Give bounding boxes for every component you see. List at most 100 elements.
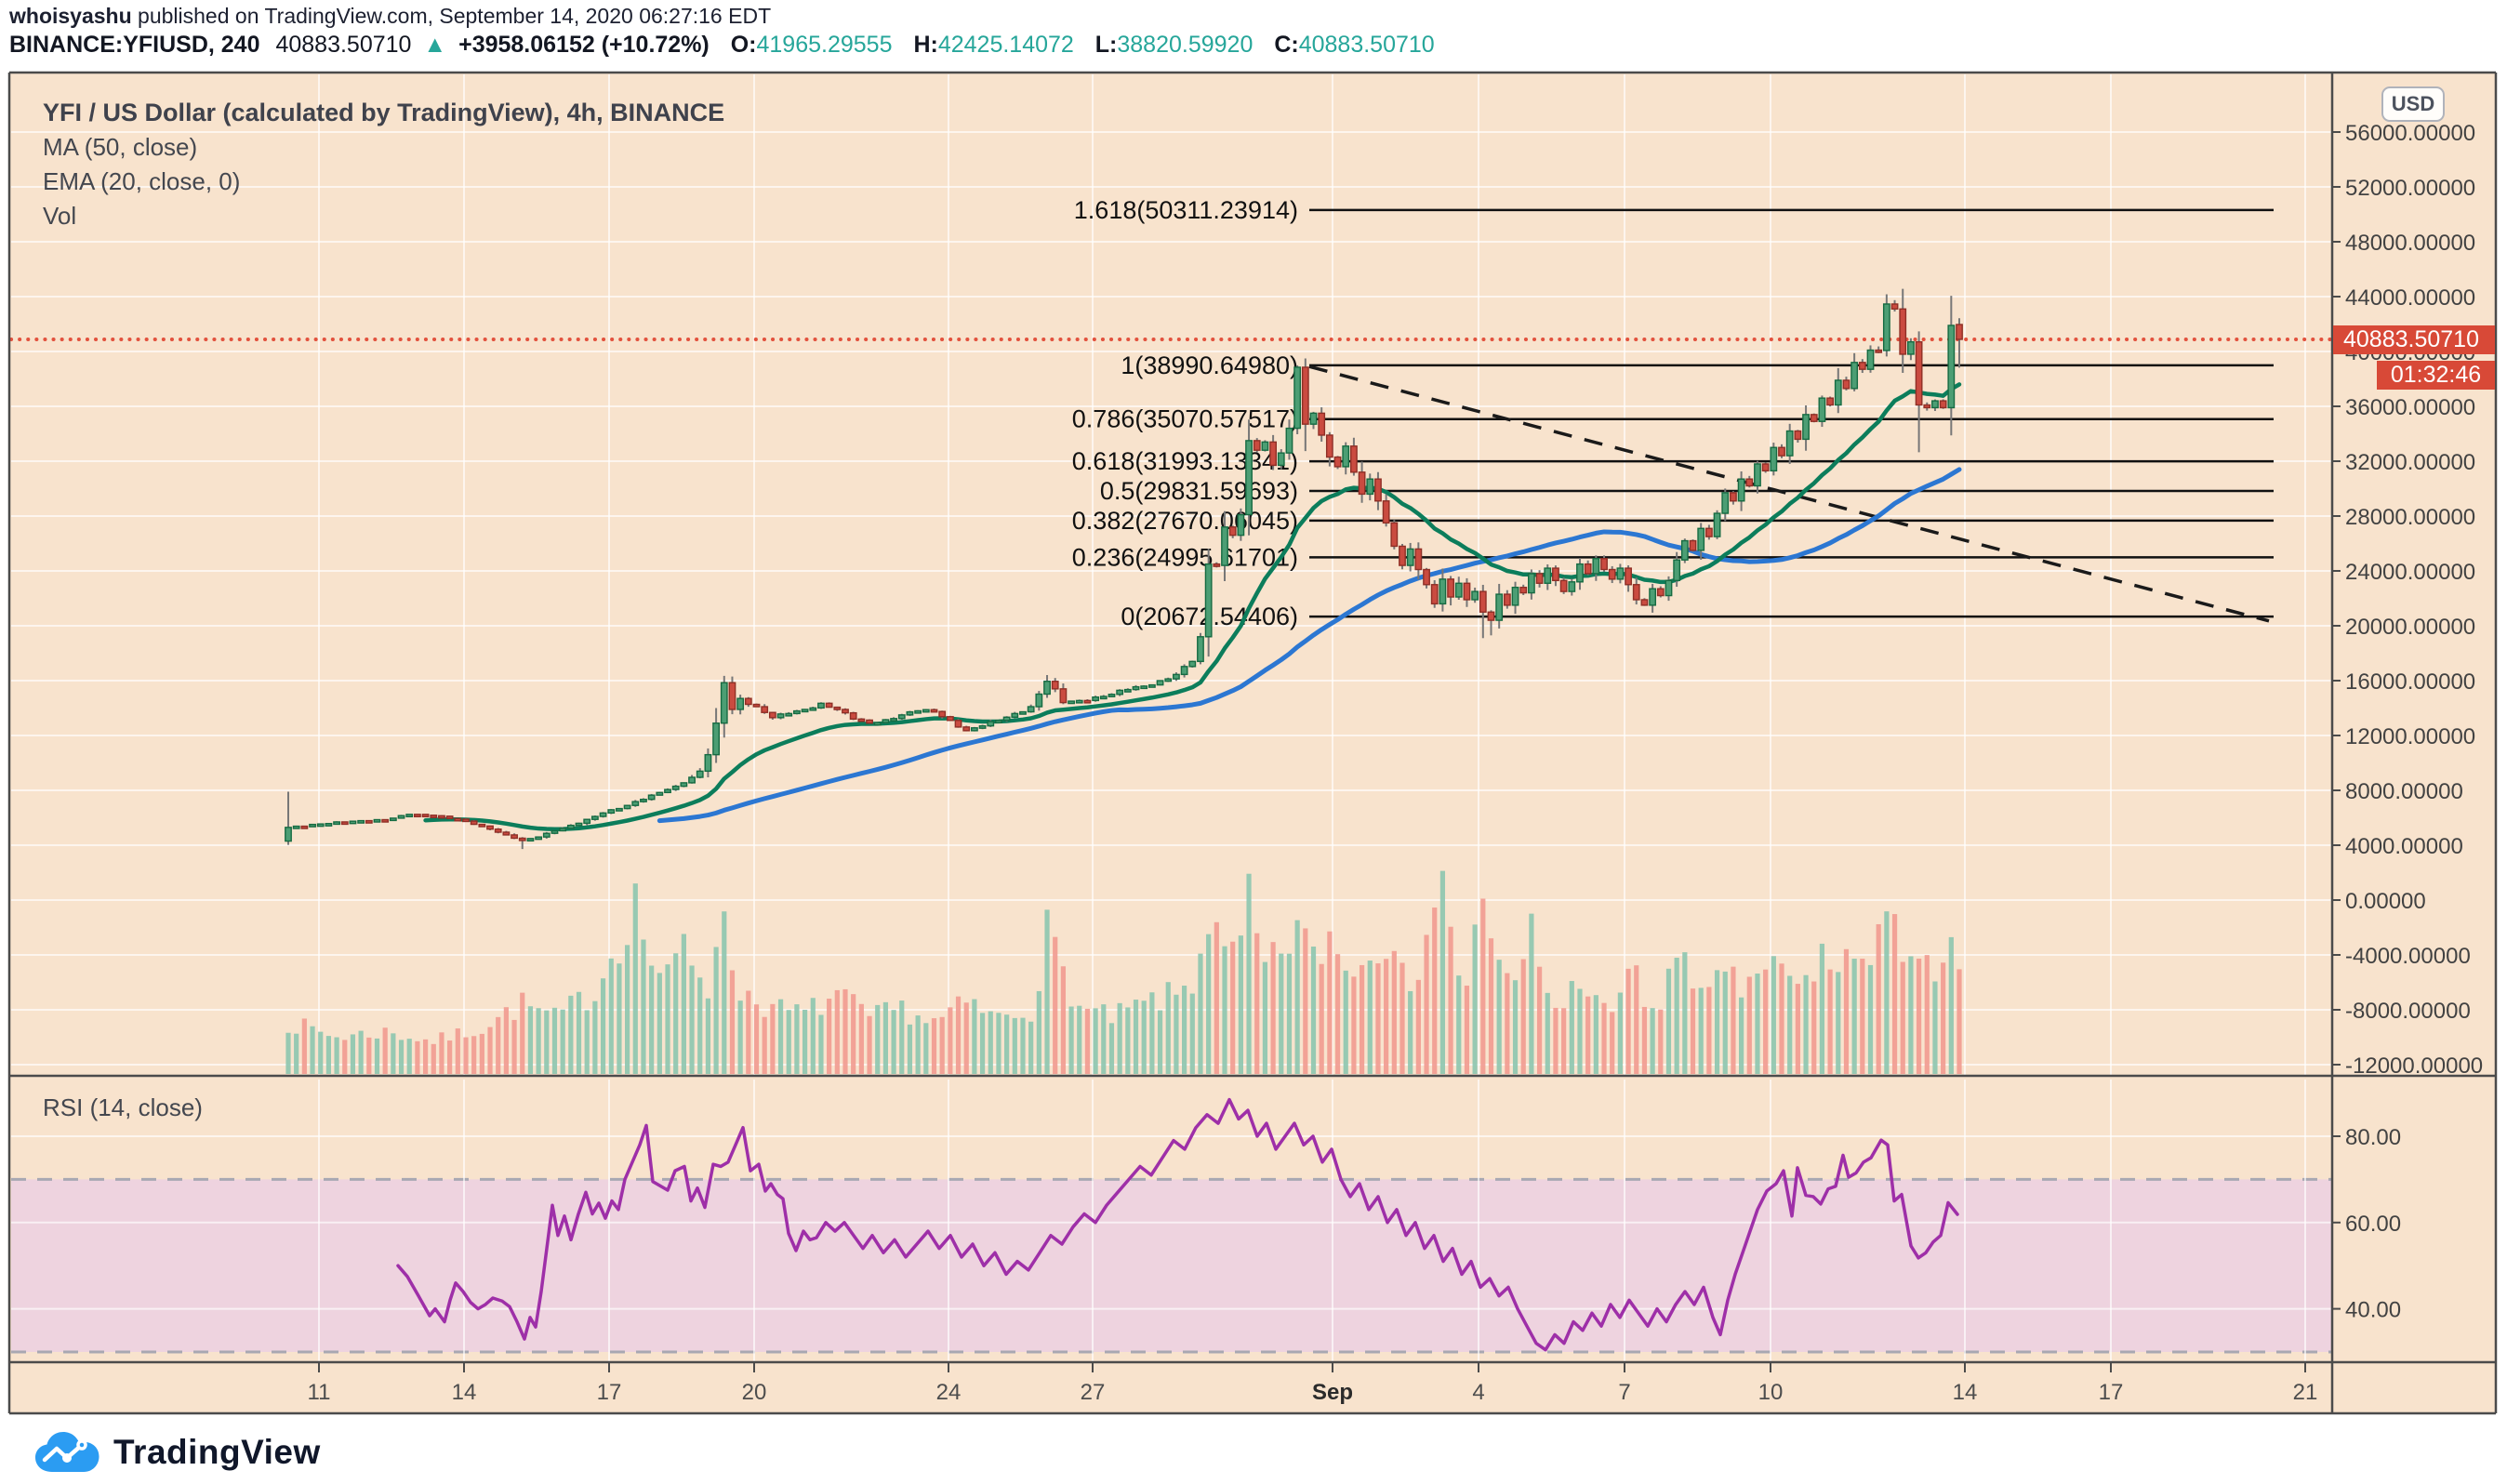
volume-bar — [1891, 914, 1898, 1074]
candle — [405, 814, 414, 818]
candle — [890, 718, 897, 722]
candle — [1390, 522, 1399, 548]
volume-bar — [705, 998, 711, 1074]
candle — [357, 819, 365, 824]
indicator-ema20[interactable]: EMA (20, close, 0) — [43, 167, 241, 195]
candle — [1132, 685, 1140, 691]
volume-bar — [1238, 935, 1243, 1074]
candle — [897, 714, 906, 720]
volume-bar — [899, 1000, 905, 1074]
time-axis-label: 14 — [452, 1380, 477, 1405]
volume-bar — [471, 1036, 477, 1074]
volume-bar — [1836, 972, 1841, 1074]
ticker-line: BINANCE:YFIUSD, 240 40883.50710 ▲ +3958.… — [9, 32, 1435, 59]
candle — [1721, 492, 1730, 514]
volume-bar — [439, 1032, 444, 1074]
candle — [518, 837, 526, 841]
candle — [1423, 568, 1430, 586]
candle — [300, 825, 309, 829]
candle — [1552, 567, 1559, 582]
volume-bar — [1610, 1012, 1615, 1074]
candle — [478, 823, 486, 828]
low-value: 38820.59920 — [1117, 32, 1254, 58]
candle — [744, 697, 752, 706]
last-price-badge: 40883.50710 — [2333, 325, 2495, 354]
candle — [1414, 548, 1423, 571]
time-axis-label: 21 — [2293, 1380, 2318, 1405]
descending-trendline[interactable] — [1308, 364, 2270, 623]
rsi-axis-label: 40.00 — [2345, 1298, 2401, 1323]
candle — [1584, 563, 1592, 575]
candle — [583, 818, 591, 825]
candle — [1778, 446, 1785, 457]
volume-bar — [1496, 960, 1502, 1074]
tradingview-logo[interactable]: TradingView — [33, 1430, 321, 1475]
candle — [1689, 539, 1697, 551]
candle — [1301, 366, 1309, 425]
volume-bar — [1843, 948, 1850, 1074]
indicator-rsi[interactable]: RSI (14, close) — [43, 1093, 203, 1121]
up-arrow-icon: ▲ — [423, 32, 447, 58]
author-name: whoisyashu — [9, 4, 132, 28]
volume-layer — [285, 870, 1962, 1074]
volume-bar — [592, 1000, 598, 1074]
time-axis-label: 24 — [936, 1380, 962, 1405]
price-axis-label: 28000.00000 — [2345, 505, 2475, 530]
volume-bar — [1262, 961, 1268, 1074]
candle — [1697, 527, 1705, 551]
volume-bar — [1690, 988, 1696, 1074]
candle — [566, 824, 575, 829]
fib-retracement[interactable]: 1.618(50311.23914) 1(38990.64980) 0.786(35… — [1072, 196, 2274, 630]
candle — [914, 709, 922, 714]
candle — [978, 724, 987, 729]
low-label: L: — [1094, 32, 1118, 58]
candle — [833, 706, 842, 710]
candle — [1399, 545, 1406, 566]
candle — [413, 814, 421, 818]
time-axis-label: 11 — [308, 1380, 331, 1405]
candle — [704, 753, 712, 773]
volume-bar — [882, 1001, 889, 1074]
close-label: C: — [1274, 32, 1299, 58]
candle — [1043, 681, 1051, 696]
volume-bar — [1755, 974, 1760, 1074]
candle — [671, 785, 680, 790]
volume-bar — [1093, 1008, 1098, 1074]
volume-bar — [527, 1006, 534, 1074]
candle — [680, 782, 688, 788]
volume-bar — [1053, 936, 1058, 1074]
candle — [809, 707, 817, 711]
volume-bar — [988, 1011, 993, 1074]
fib-label: 0.382(27670.06045) — [1072, 507, 1298, 535]
volume-bar — [681, 934, 686, 1074]
volume-bar — [503, 1007, 509, 1074]
volume-bar — [851, 994, 856, 1074]
volume-bar — [1165, 982, 1171, 1074]
indicator-ma50[interactable]: MA (50, close) — [43, 133, 198, 161]
volume-bar — [1593, 995, 1598, 1074]
candle — [1503, 593, 1511, 606]
volume-bar — [1125, 1007, 1131, 1074]
volume-bar — [560, 1009, 565, 1074]
symbol-interval[interactable]: BINANCE:YFIUSD, 240 — [9, 32, 260, 58]
currency-unit-button[interactable]: USD — [2381, 86, 2445, 122]
volume-bar — [1222, 946, 1227, 1074]
candles-layer[interactable] — [285, 288, 1963, 850]
price-change: +3958.06152 (+10.72%) — [458, 32, 710, 58]
candle — [1147, 683, 1156, 688]
time-axis-label: 14 — [1953, 1380, 1978, 1405]
volume-bar — [285, 1032, 291, 1074]
chart-title[interactable]: YFI / US Dollar (calculated by TradingVi… — [43, 99, 725, 126]
candle — [930, 709, 938, 713]
volume-bar — [1488, 938, 1494, 1074]
volume-bar — [1174, 994, 1179, 1074]
candle — [1173, 673, 1180, 680]
time-axis[interactable]: 11 14 17 20 24 27 Sep 4 7 10 14 17 21 — [308, 1362, 2318, 1405]
indicator-vol[interactable]: Vol — [43, 202, 77, 230]
candle — [1479, 590, 1487, 613]
candle — [1559, 579, 1568, 592]
volume-bar — [1399, 962, 1405, 1074]
volume-bar — [810, 998, 816, 1074]
candle — [906, 710, 914, 716]
